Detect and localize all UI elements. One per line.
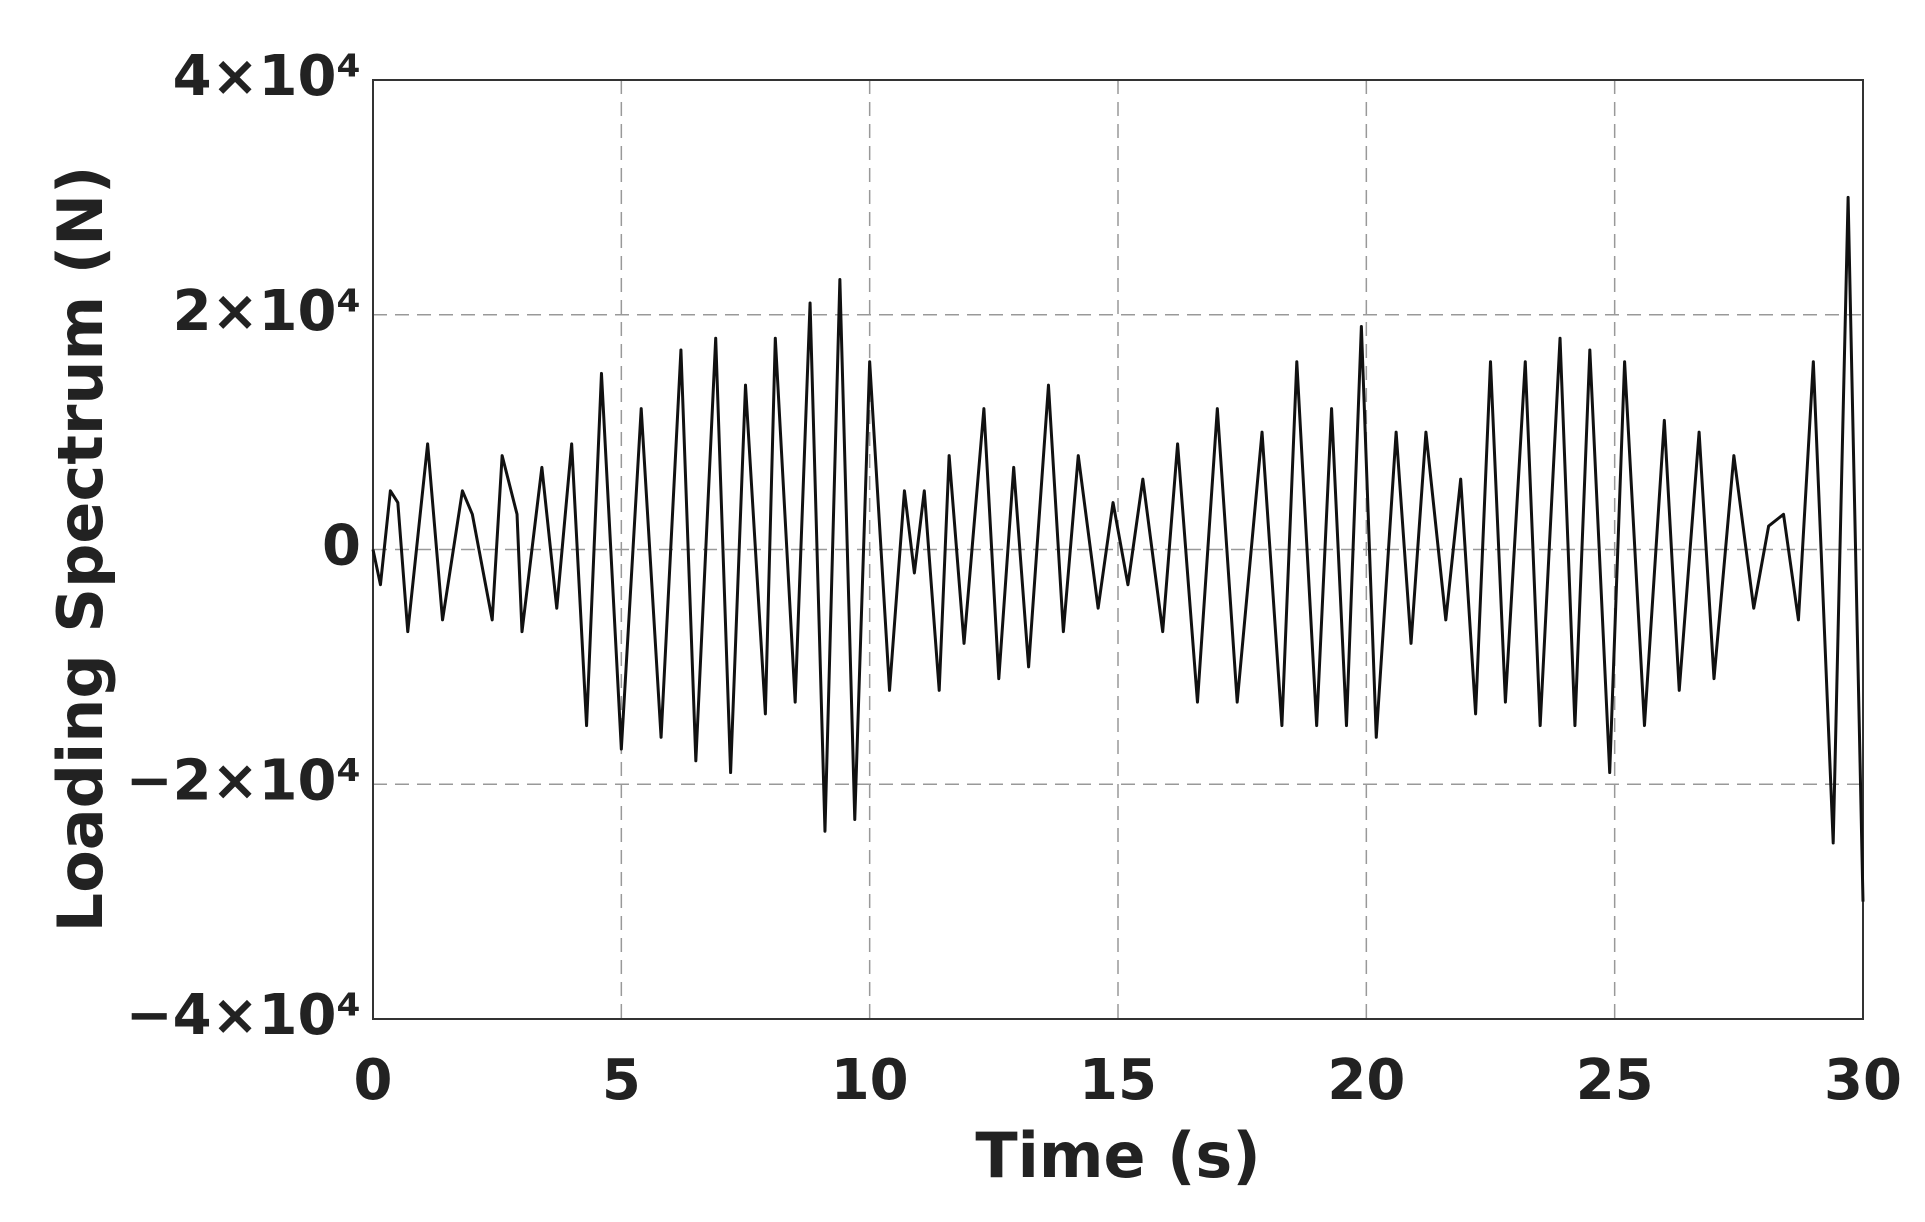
y-tick-label: −4×10⁴ bbox=[126, 983, 361, 1048]
x-tick-label: 25 bbox=[1576, 1048, 1654, 1113]
x-axis-label: Time (s) bbox=[975, 1119, 1260, 1192]
data-line bbox=[371, 195, 1865, 902]
y-tick-label: 4×10⁴ bbox=[173, 44, 361, 109]
x-tick-label: 20 bbox=[1327, 1048, 1405, 1113]
y-tick-label: −2×10⁴ bbox=[126, 748, 361, 813]
x-tick-label: 0 bbox=[354, 1048, 393, 1113]
x-tick-label: 15 bbox=[1079, 1048, 1157, 1113]
x-tick-label: 10 bbox=[831, 1048, 909, 1113]
x-tick-label: 30 bbox=[1824, 1048, 1902, 1113]
y-tick-label: 2×10⁴ bbox=[173, 279, 361, 344]
y-tick-label: 0 bbox=[322, 514, 361, 579]
x-tick-label: 5 bbox=[602, 1048, 641, 1113]
y-axis-label: Loading Spectrum (N) bbox=[44, 166, 117, 933]
